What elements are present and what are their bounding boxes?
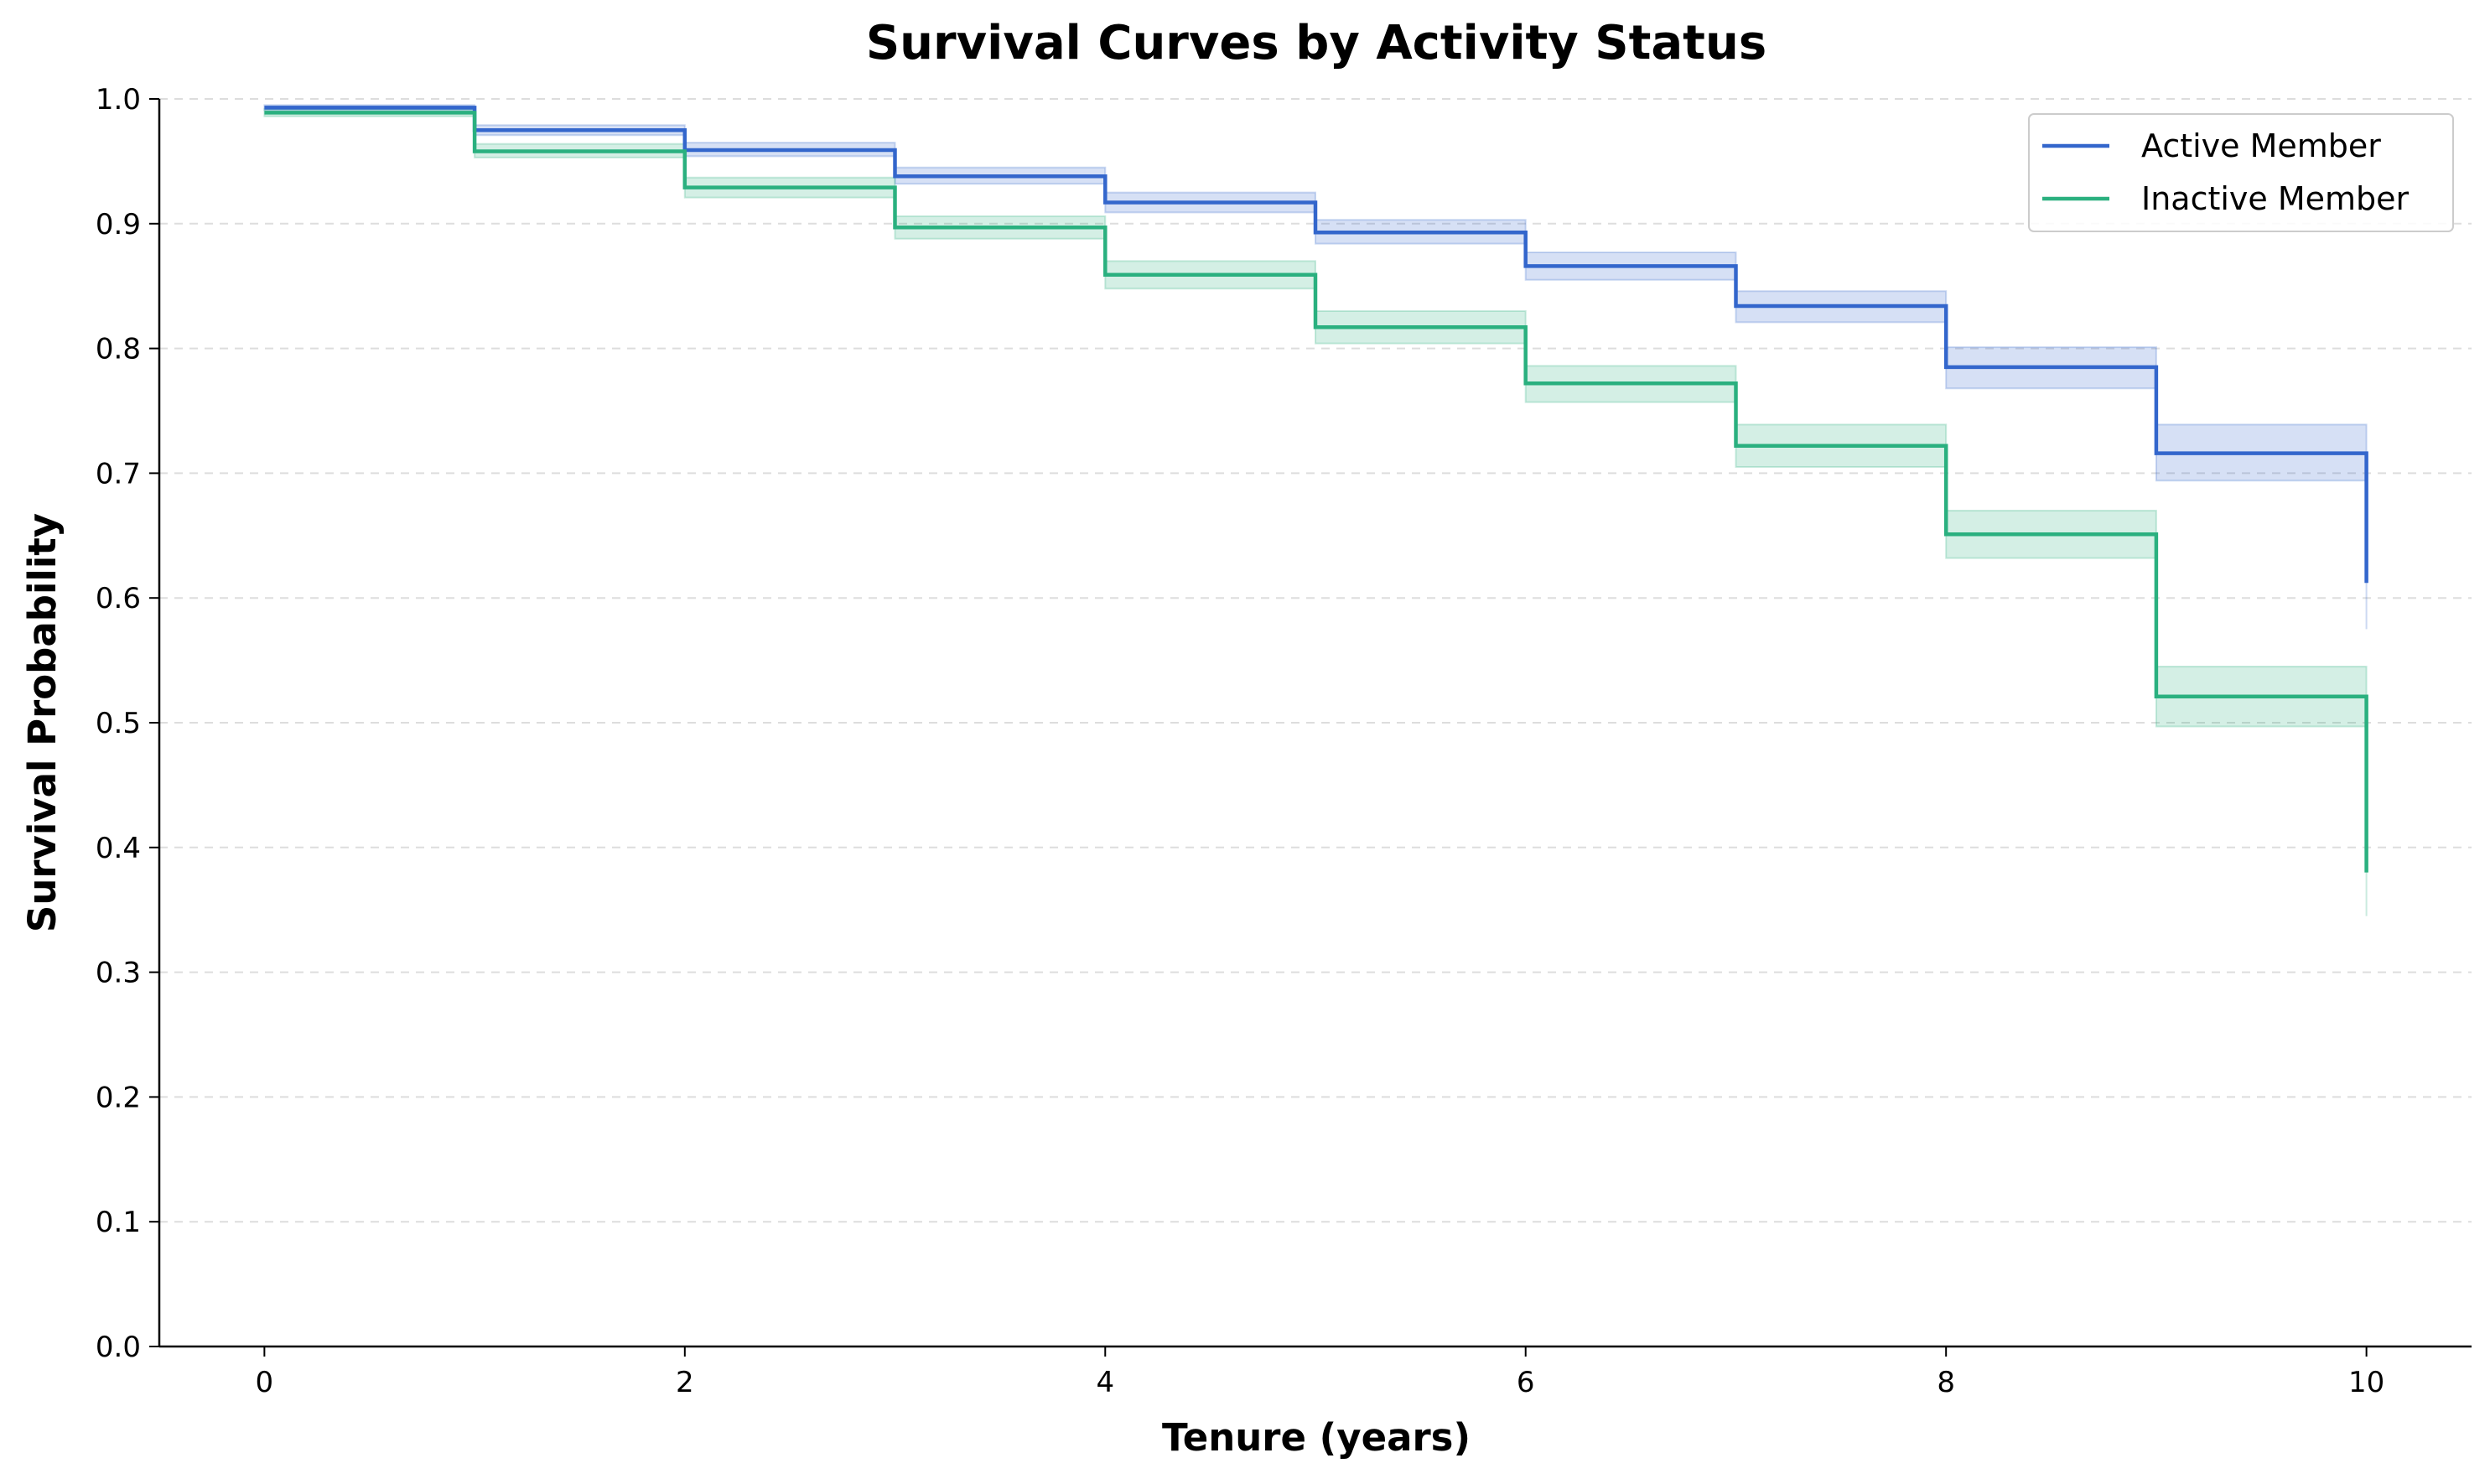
legend-label: Inactive Member xyxy=(2141,180,2410,217)
y-tick-label: 0.8 xyxy=(96,333,141,366)
series-line-active-member xyxy=(264,106,2368,584)
ci-band-inactive-member xyxy=(263,107,2368,916)
x-axis-ticks: 0 2 4 6 8 10 xyxy=(256,1346,2384,1399)
x-axis-title: Tenure (years) xyxy=(1162,1415,1471,1460)
y-axis-title: Survival Probability xyxy=(20,513,65,932)
x-tick-label: 10 xyxy=(2348,1366,2384,1399)
grid-lines xyxy=(159,98,2472,1223)
y-tick-label: 0.3 xyxy=(96,957,141,990)
y-tick-label: 0.2 xyxy=(96,1081,141,1114)
legend-label: Active Member xyxy=(2141,127,2381,164)
y-axis-ticks: 0.0 0.1 0.2 0.3 0.4 0.5 0.6 0.7 0.8 0.9 1.0 xyxy=(96,83,159,1364)
y-tick-label: 0.5 xyxy=(96,707,141,740)
legend: Active Member Inactive Member xyxy=(2028,113,2454,232)
y-tick-label: 0.1 xyxy=(96,1206,141,1239)
series-line-inactive-member xyxy=(264,111,2368,873)
y-tick-label: 0.0 xyxy=(96,1331,141,1364)
y-tick-label: 0.4 xyxy=(96,832,141,865)
y-tick-label: 0.6 xyxy=(96,582,141,615)
y-tick-label: 0.9 xyxy=(96,208,141,241)
x-tick-label: 4 xyxy=(1096,1366,1114,1399)
x-tick-label: 0 xyxy=(256,1366,274,1399)
chart-title: Survival Curves by Activity Status xyxy=(866,16,1766,70)
survival-lines xyxy=(264,106,2368,873)
x-tick-label: 6 xyxy=(1517,1366,1535,1399)
y-tick-label: 0.7 xyxy=(96,457,141,490)
legend-box xyxy=(2028,113,2454,232)
x-tick-label: 2 xyxy=(676,1366,694,1399)
x-tick-label: 8 xyxy=(1937,1366,1955,1399)
y-tick-label: 1.0 xyxy=(96,83,141,117)
